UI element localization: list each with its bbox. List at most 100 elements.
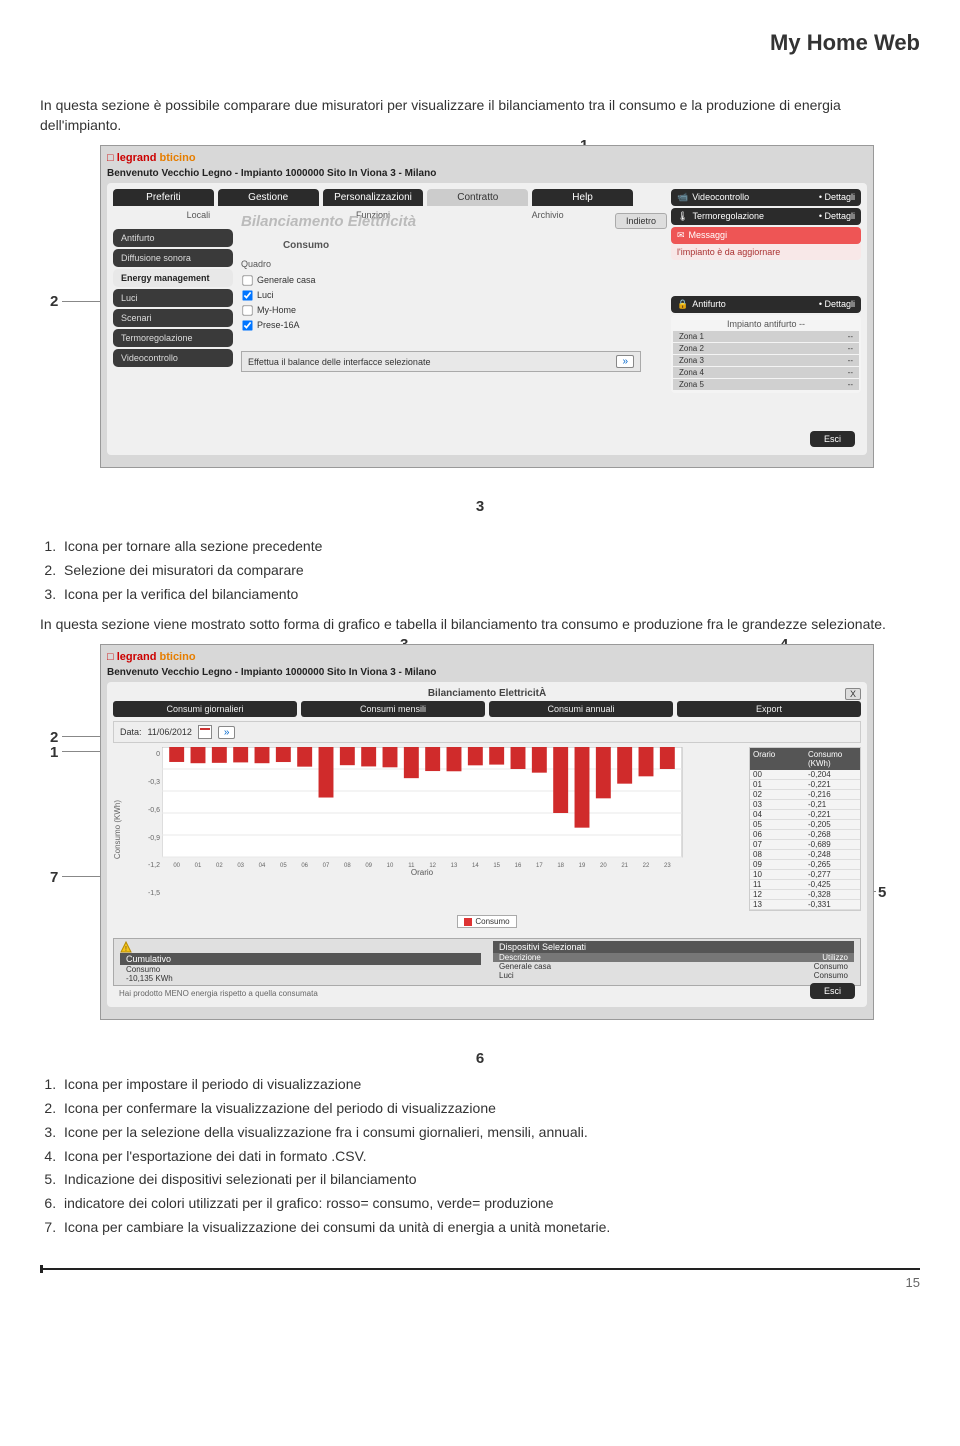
exit-button[interactable]: Esci — [810, 431, 855, 447]
legend-item: Icona per tornare alla sezione precedent… — [60, 535, 920, 559]
nav-gestione[interactable]: Gestione — [218, 189, 319, 206]
sidebar-item[interactable]: Antifurto — [113, 229, 233, 247]
checkbox[interactable] — [242, 320, 252, 330]
svg-text:23: 23 — [664, 863, 671, 869]
table-row: 09-0,265 — [750, 860, 860, 870]
devices-panel: Dispositivi Selezionati DescrizioneUtili… — [487, 939, 860, 985]
callout2-6: 6 — [476, 1050, 484, 1067]
table-row: 12-0,328 — [750, 890, 860, 900]
nav-contratto[interactable]: Contratto — [427, 189, 528, 206]
chart-legend-chip: Consumo — [457, 915, 516, 928]
table-row: 13-0,331 — [750, 900, 860, 910]
red-square-icon — [464, 918, 472, 926]
svg-text:02: 02 — [216, 863, 223, 869]
mail-icon: ✉ — [677, 230, 685, 240]
nav-personalizzazioni[interactable]: Personalizzazioni — [323, 189, 424, 206]
close-button[interactable]: X — [845, 688, 861, 700]
rp-antifurto[interactable]: 🔒Antifurto• Dettagli — [671, 296, 861, 313]
svg-text:19: 19 — [579, 863, 586, 869]
zone-row: Zona 5-- — [673, 379, 859, 390]
welcome-text: Benvenuto Vecchio Legno - Impianto 10000… — [107, 667, 867, 678]
check-row[interactable]: Generale casa — [241, 273, 641, 288]
nav-preferiti[interactable]: Preferiti — [113, 189, 214, 206]
note-text: Hai prodotto MENO energia rispetto a que… — [113, 986, 861, 1001]
tab[interactable]: Consumi mensili — [301, 701, 485, 717]
sidebar-item[interactable]: Termoregolazione — [113, 329, 233, 347]
chart-title: Bilanciamento ElettricitÀ — [113, 688, 861, 699]
svg-text:00: 00 — [173, 863, 180, 869]
nav-help[interactable]: Help — [532, 189, 633, 206]
quadro-label: Quadro — [241, 259, 641, 269]
check-row[interactable]: Prese-16A — [241, 318, 641, 333]
sidebar-item[interactable]: Videocontrollo — [113, 349, 233, 367]
thermo-icon: 🌡 — [677, 211, 688, 221]
svg-text:15: 15 — [493, 863, 500, 869]
consumo-header: Consumo — [241, 240, 371, 251]
tab[interactable]: Export — [677, 701, 861, 717]
check-row[interactable]: My-Home — [241, 303, 641, 318]
footer-rule — [40, 1268, 920, 1270]
legend-item: indicatore dei colori utilizzati per il … — [60, 1192, 920, 1216]
zone-row: Zona 4-- — [673, 367, 859, 378]
legend-item: Indicazione dei dispositivi selezionati … — [60, 1168, 920, 1192]
tab[interactable]: Consumi annuali — [489, 701, 673, 717]
svg-text:18: 18 — [557, 863, 564, 869]
zone-row: Zona 1-- — [673, 331, 859, 342]
svg-text:07: 07 — [323, 863, 330, 869]
svg-text:17: 17 — [536, 863, 543, 869]
checkbox[interactable] — [242, 290, 252, 300]
callout2-7: 7 — [50, 869, 58, 886]
check-row[interactable]: Luci — [241, 288, 641, 303]
sidebar-item[interactable]: Energy management — [113, 269, 233, 287]
svg-text:13: 13 — [451, 863, 458, 869]
legend-item: Icona per impostare il periodo di visual… — [60, 1073, 920, 1097]
table-row: 08-0,248 — [750, 850, 860, 860]
table-row: 06-0,268 — [750, 830, 860, 840]
calendar-icon[interactable] — [198, 725, 212, 739]
svg-text:10: 10 — [387, 863, 394, 869]
callout-3: 3 — [476, 498, 484, 515]
sidebar-item[interactable]: Scenari — [113, 309, 233, 327]
legend-item: Icona per la verifica del bilanciamento — [60, 583, 920, 607]
logo-legrand: □ legrand — [107, 651, 156, 663]
device-row: LuciConsumo — [493, 971, 854, 980]
intro-1: In questa sezione è possibile comparare … — [40, 96, 920, 135]
bar-chart: Consumo (KWh) 0-0,3-0,6-0,9-1,2-1,5 0001… — [113, 747, 861, 911]
checkbox[interactable] — [242, 305, 252, 315]
figure-2: 3 4 2 1 7 5 □ legrand bticino Benvenuto … — [40, 644, 920, 1020]
svg-text:!: ! — [125, 946, 127, 953]
tab[interactable]: Consumi giornalieri — [113, 701, 297, 717]
table-row: 02-0,216 — [750, 790, 860, 800]
legend-2: Icona per impostare il periodo di visual… — [40, 1073, 920, 1240]
welcome-text: Benvenuto Vecchio Legno - Impianto 10000… — [107, 168, 867, 179]
legend-item: Icona per confermare la visualizzazione … — [60, 1097, 920, 1121]
balance-text: Effettua il balance delle interfacce sel… — [248, 357, 430, 367]
logo-bticino: bticino — [160, 152, 196, 164]
screenshot-1: □ legrand bticino Benvenuto Vecchio Legn… — [100, 145, 874, 468]
legend-item: Selezione dei misuratori da comparare — [60, 559, 920, 583]
sidebar-item[interactable]: Diffusione sonora — [113, 249, 233, 267]
svg-text:05: 05 — [280, 863, 287, 869]
table-row: 03-0,21 — [750, 800, 860, 810]
svg-text:04: 04 — [259, 863, 266, 869]
table-row: 05-0,205 — [750, 820, 860, 830]
svg-text:09: 09 — [365, 863, 372, 869]
svg-text:21: 21 — [621, 863, 628, 869]
exit-button[interactable]: Esci — [810, 983, 855, 999]
table-row: 00-0,204 — [750, 770, 860, 780]
rp-video[interactable]: 📹Videocontrollo• Dettagli — [671, 189, 861, 206]
warning-icon: ! — [120, 941, 132, 953]
post-legend-1: In questa sezione viene mostrato sotto f… — [40, 615, 920, 635]
screenshot-2: □ legrand bticino Benvenuto Vecchio Legn… — [100, 644, 874, 1020]
svg-text:22: 22 — [643, 863, 650, 869]
page-title: My Home Web — [40, 30, 920, 56]
balance-go-button[interactable]: » — [616, 355, 634, 368]
date-go-button[interactable]: » — [218, 726, 236, 739]
lock-icon: 🔒 — [677, 299, 688, 309]
rp-subtitle: Impianto antifurto -- — [673, 317, 859, 331]
checkbox[interactable] — [242, 275, 252, 285]
camera-icon: 📹 — [677, 192, 688, 202]
rp-messages[interactable]: ✉Messaggi — [671, 227, 861, 244]
rp-termo[interactable]: 🌡Termoregolazione• Dettagli — [671, 208, 861, 225]
sidebar-item[interactable]: Luci — [113, 289, 233, 307]
